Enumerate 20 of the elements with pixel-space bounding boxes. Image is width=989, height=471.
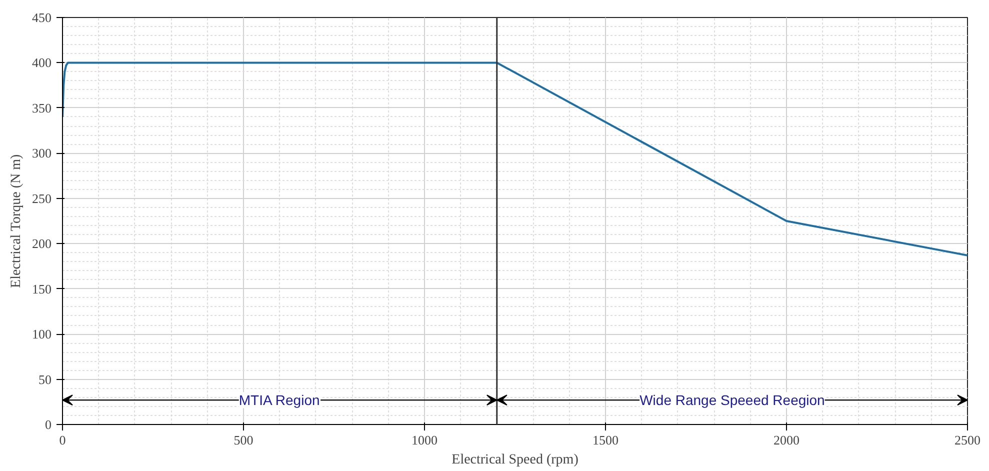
y-tick-label: 100 <box>32 326 52 342</box>
x-tick-label: 2000 <box>774 432 800 448</box>
annotation: MTIA Region <box>238 392 320 408</box>
y-tick-label: 350 <box>32 100 52 116</box>
x-tick-label: 0 <box>59 432 66 448</box>
y-tick-label: 250 <box>32 190 52 206</box>
y-axis-title: Electrical Torque (N m) <box>9 154 24 288</box>
x-tick-label: 1500 <box>592 432 618 448</box>
y-tick-label: 300 <box>32 146 52 161</box>
y-tick-label: 200 <box>32 236 52 252</box>
annotation: Wide Range Speeed Reegion <box>640 392 825 408</box>
y-tick-label: 400 <box>32 55 52 70</box>
y-tick-label: 150 <box>32 281 52 296</box>
x-tick-label: 1000 <box>412 432 438 448</box>
y-tick-label: 50 <box>38 372 52 387</box>
x-axis-title: Electrical Speed (rpm) <box>452 452 579 468</box>
x-tick-label: 500 <box>234 432 254 448</box>
y-tick-label: 0 <box>45 417 52 432</box>
y-tick-label: 450 <box>32 10 52 25</box>
x-tick-label: 2500 <box>954 432 980 448</box>
